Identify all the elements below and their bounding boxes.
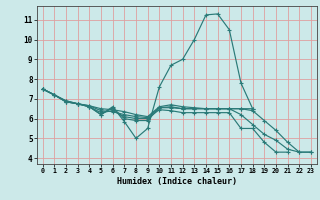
X-axis label: Humidex (Indice chaleur): Humidex (Indice chaleur) xyxy=(117,177,237,186)
